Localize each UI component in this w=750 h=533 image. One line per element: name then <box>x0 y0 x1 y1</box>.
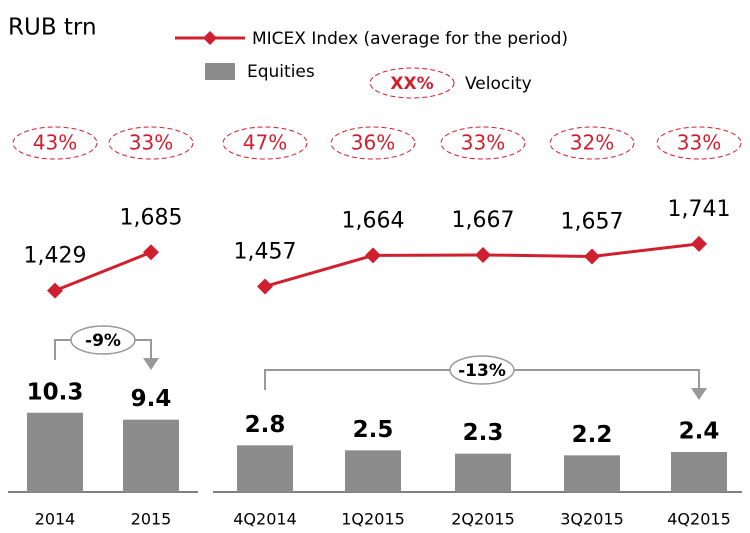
x-tick-label: 2Q2015 <box>451 510 515 529</box>
micex-label: 1,429 <box>24 244 87 269</box>
x-tick-label: 2015 <box>131 510 172 529</box>
x-tick-label: 4Q2014 <box>233 510 297 529</box>
equities-bar <box>27 412 83 492</box>
x-tick-label: 1Q2015 <box>341 510 405 529</box>
velocity-label: 33% <box>461 131 505 155</box>
velocity-label: 32% <box>570 131 614 155</box>
micex-label: 1,664 <box>342 208 405 233</box>
equities-label: 10.3 <box>27 379 84 405</box>
legend-label: Velocity <box>465 74 532 94</box>
legend-label: Equities <box>247 62 315 82</box>
micex-label: 1,685 <box>120 205 183 230</box>
micex-label: 1,741 <box>668 197 731 222</box>
equities-bar <box>345 450 401 492</box>
change-label: -13% <box>458 361 506 381</box>
micex-point <box>584 248 600 265</box>
micex-point <box>365 247 381 264</box>
equities-bar <box>455 453 511 492</box>
legend-label: MICEX Index (average for the period) <box>252 29 568 49</box>
unit-title: RUB trn <box>8 15 97 41</box>
change-label: -9% <box>85 331 121 351</box>
velocity-ellipse <box>108 126 194 160</box>
micex-point <box>475 246 491 263</box>
x-tick-label: 4Q2015 <box>667 510 731 529</box>
velocity-ellipse <box>330 126 416 160</box>
legend-diamond <box>203 31 217 45</box>
velocity-ellipse <box>440 126 526 160</box>
micex-point <box>143 244 159 261</box>
velocity-ellipse <box>549 126 635 160</box>
change-ellipse <box>70 325 136 355</box>
micex-point <box>257 278 273 295</box>
micex-point <box>47 282 63 299</box>
velocity-label: 43% <box>33 131 77 155</box>
equities-label: 2.3 <box>463 420 504 446</box>
legend-swatch <box>205 63 235 80</box>
equities-bar <box>237 445 293 492</box>
velocity-label: 47% <box>243 131 287 155</box>
velocity-label: 33% <box>677 131 721 155</box>
velocity-ellipse <box>12 126 98 160</box>
velocity-label: 33% <box>129 131 173 155</box>
change-ellipse <box>449 355 515 385</box>
velocity-label: 36% <box>351 131 395 155</box>
change-arrow <box>691 388 707 400</box>
micex-label: 1,667 <box>452 208 515 233</box>
equities-bar <box>671 452 727 492</box>
x-tick-label: 3Q2015 <box>560 510 624 529</box>
velocity-ellipse <box>222 126 308 160</box>
equities-bar <box>123 419 179 492</box>
equities-label: 2.2 <box>572 422 613 448</box>
change-arrow <box>143 358 159 370</box>
legend-ellipse <box>369 67 455 99</box>
equities-label: 2.8 <box>245 412 286 438</box>
x-tick-label: 2014 <box>35 510 76 529</box>
legend-velocity-sample: XX% <box>390 74 433 94</box>
micex-point <box>691 235 707 252</box>
equities-label: 2.4 <box>679 419 720 445</box>
micex-label: 1,657 <box>561 209 624 234</box>
micex-line <box>54 250 152 293</box>
velocity-ellipse <box>656 126 742 160</box>
equities-label: 2.5 <box>353 417 394 443</box>
equities-label: 9.4 <box>131 386 172 412</box>
micex-label: 1,457 <box>234 239 297 264</box>
equities-bar <box>564 455 620 492</box>
